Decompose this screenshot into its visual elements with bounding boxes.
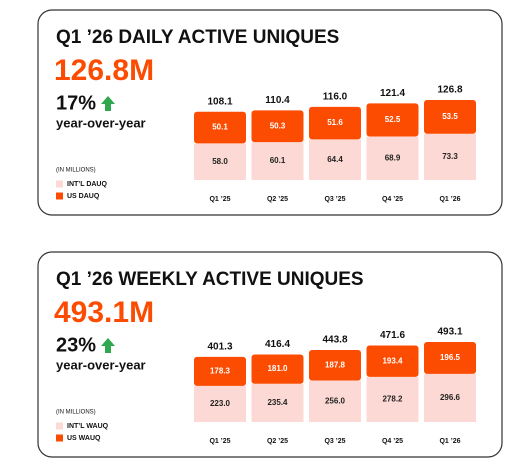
bar-segment — [251, 110, 304, 143]
bar-segment — [366, 345, 419, 377]
segment-label: 193.4 — [382, 356, 403, 365]
segment-label: 50.3 — [270, 121, 286, 130]
x-tick-label: Q3 ’25 — [324, 438, 345, 445]
legend-label: US WAUQ — [67, 435, 101, 442]
segment-label: 50.1 — [212, 123, 228, 132]
card-title: Q1 ’26 DAILY ACTIVE UNIQUES — [56, 27, 339, 48]
x-tick-label: Q1 ’25 — [209, 438, 230, 445]
x-tick-label: Q1 ’26 — [439, 438, 460, 445]
total-label: 108.1 — [207, 96, 232, 107]
segment-label: 196.5 — [440, 353, 461, 362]
legend-swatch — [56, 434, 63, 442]
headline: 126.8M — [54, 54, 154, 87]
segment-label: 296.6 — [440, 393, 461, 402]
unit-note: (IN MILLIONS) — [56, 410, 96, 416]
x-tick-label: Q2 ’25 — [267, 438, 288, 445]
segment-label: 51.6 — [327, 118, 343, 127]
bar-segment — [309, 349, 361, 381]
change-note: year-over-year — [56, 357, 146, 372]
legend-swatch — [56, 192, 63, 200]
x-tick-label: Q1 ’25 — [209, 196, 230, 203]
segment-label: 64.4 — [327, 155, 343, 164]
bar-segment — [424, 342, 476, 374]
total-label: 471.6 — [380, 330, 405, 341]
bar-segment — [251, 142, 304, 180]
legend-swatch — [56, 180, 63, 188]
bar-segment — [194, 356, 246, 386]
change: 17% — [56, 92, 96, 114]
bar-segment — [309, 380, 361, 422]
total-label: 493.1 — [437, 327, 462, 338]
total-label: 110.4 — [265, 95, 290, 106]
segment-label: 68.9 — [385, 153, 401, 162]
segment-label: 58.0 — [212, 157, 228, 166]
bar-segment — [366, 103, 419, 137]
segment-label: 235.4 — [267, 398, 288, 407]
legend-label: INT’L WAUQ — [67, 423, 109, 430]
bar-segment — [309, 106, 361, 140]
x-tick-label: Q4 ’25 — [382, 196, 403, 203]
bar-segment — [366, 136, 419, 180]
legend-label: INT’L DAUQ — [67, 181, 107, 188]
total-label: 126.8 — [437, 85, 462, 96]
x-tick-label: Q2 ’25 — [267, 196, 288, 203]
up-arrow — [101, 338, 115, 353]
legend-swatch — [56, 422, 63, 430]
bar-segment — [366, 376, 419, 422]
segment-label: 278.2 — [382, 395, 403, 404]
x-tick-label: Q3 ’25 — [324, 196, 345, 203]
bar-segment — [424, 373, 476, 422]
headline: 493.1M — [54, 296, 154, 329]
bar-segment — [309, 139, 361, 180]
up-arrow — [101, 96, 115, 111]
bar-segment — [251, 383, 304, 422]
bar-segment — [251, 354, 304, 384]
bar-segment — [194, 111, 246, 144]
segment-label: 256.0 — [325, 396, 346, 405]
total-label: 116.0 — [323, 91, 348, 102]
card-title: Q1 ’26 WEEKLY ACTIVE UNIQUES — [56, 269, 364, 290]
x-tick-label: Q1 ’26 — [439, 196, 460, 203]
bar-segment — [194, 385, 246, 422]
unit-note: (IN MILLIONS) — [56, 168, 96, 174]
segment-label: 52.5 — [385, 115, 401, 124]
segment-label: 223.0 — [210, 399, 231, 408]
change: 23% — [56, 334, 96, 356]
segment-label: 73.3 — [442, 152, 458, 161]
legend-label: US DAUQ — [67, 193, 100, 200]
total-label: 416.4 — [265, 339, 290, 350]
segment-label: 187.8 — [325, 360, 346, 369]
bar-segment — [194, 143, 246, 180]
segment-label: 181.0 — [267, 364, 288, 373]
segment-label: 53.5 — [442, 112, 458, 121]
segment-label: 178.3 — [210, 366, 231, 375]
bar-segment — [424, 100, 476, 134]
x-tick-label: Q4 ’25 — [382, 438, 403, 445]
total-label: 121.4 — [380, 88, 405, 99]
change-note: year-over-year — [56, 115, 146, 130]
total-label: 443.8 — [322, 335, 347, 346]
total-label: 401.3 — [207, 342, 232, 353]
bar-segment — [424, 133, 476, 180]
segment-label: 60.1 — [270, 156, 286, 165]
